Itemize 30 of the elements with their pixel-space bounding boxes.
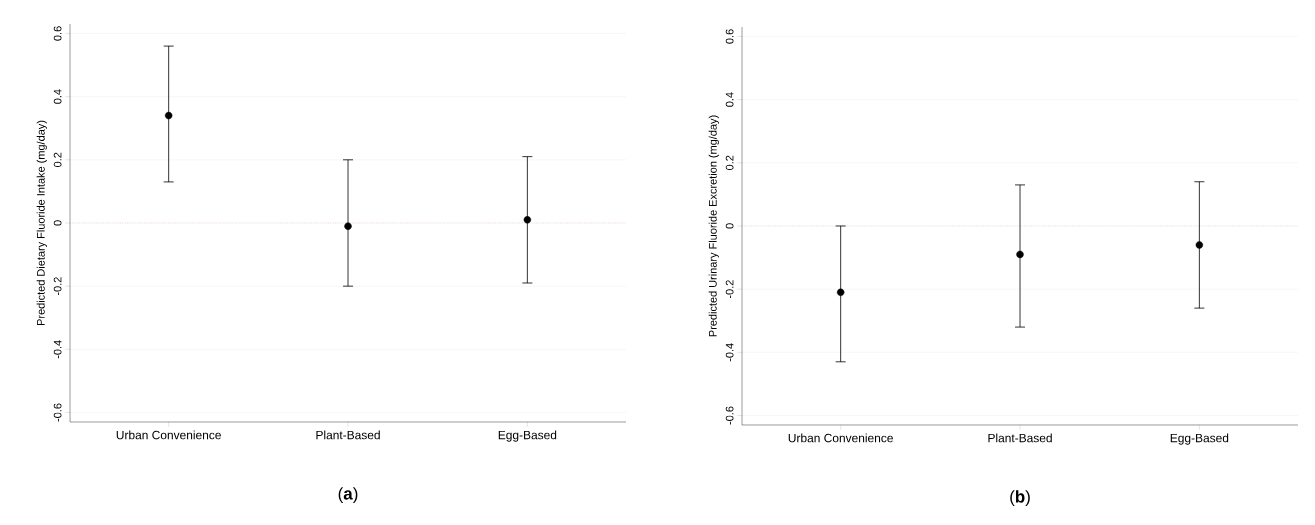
y-axis-title: Predicted Urinary Fluoride Excretion (mg/day) [708, 115, 719, 337]
y-tick-label: -0.6 [53, 403, 62, 422]
y-tick-label: 0 [725, 223, 734, 229]
y-tick-label: 0 [53, 220, 62, 226]
x-tick-label: Urban Convenience [788, 433, 893, 443]
y-axis-title: Predicted Dietary Fluoride Intake (mg/day) [36, 120, 47, 326]
point [164, 111, 173, 120]
x-tick-label: Plant-Based [316, 430, 380, 440]
y-tick-label: -0.2 [725, 280, 734, 299]
y-tick-label: 0.4 [53, 89, 62, 104]
y-tick-label: -0.6 [725, 406, 734, 425]
x-tick-label: Egg-Based [1170, 433, 1229, 445]
point [523, 216, 532, 224]
point [1016, 250, 1024, 259]
y-tick-label: 0.6 [725, 29, 734, 44]
y-tick-label: 0.6 [53, 26, 62, 41]
x-tick-label: Plant-Based [988, 433, 1052, 443]
x-tick-label: Urban Convenience [116, 430, 221, 440]
y-tick-label: -0.2 [53, 277, 62, 296]
y-tick-label: 0.2 [725, 155, 734, 170]
y-tick-label: 0.4 [725, 92, 734, 107]
y-tick-label: -0.4 [53, 340, 62, 359]
text: (a) [338, 487, 358, 503]
y-tick-label: 0.2 [53, 152, 62, 167]
point [836, 288, 845, 297]
y-tick-label: -0.4 [725, 343, 734, 362]
text: (b) [1010, 490, 1030, 506]
point [344, 222, 352, 230]
point [1195, 241, 1204, 249]
x-tick-label: Egg-Based [498, 430, 557, 442]
